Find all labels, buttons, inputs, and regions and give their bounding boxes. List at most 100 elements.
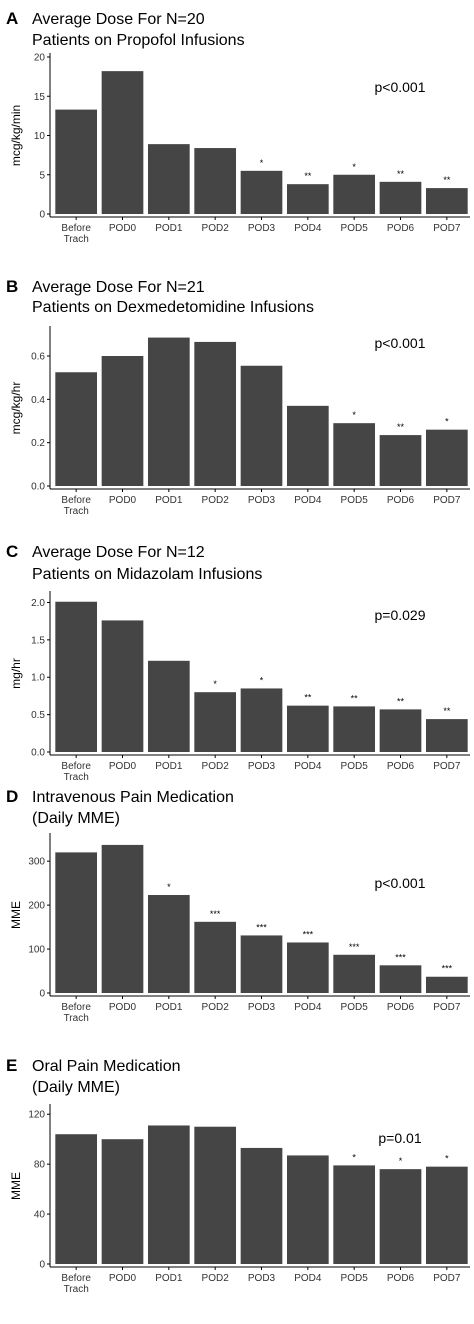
bar-pod2 xyxy=(194,921,237,993)
chart-panel-a: A Average Dose For N=20 Patients on Propof… xyxy=(6,9,470,245)
y-tick-label: 40 xyxy=(34,1210,46,1221)
x-tick-label: POD0 xyxy=(109,495,137,506)
bar-pod4 xyxy=(286,184,329,214)
x-tick-label: Before xyxy=(61,1273,91,1284)
bar-pod5 xyxy=(333,954,376,993)
bar-pod5 xyxy=(333,174,376,214)
bar-pod1 xyxy=(147,660,190,752)
y-tick-label: 200 xyxy=(28,901,45,912)
x-tick-label: POD6 xyxy=(387,1273,415,1284)
panel-letter: D xyxy=(6,787,18,806)
bar-pod0 xyxy=(101,1139,144,1264)
bar-pod6 xyxy=(379,435,422,486)
x-tick-label: POD1 xyxy=(155,1002,183,1013)
y-tick-label: 5 xyxy=(39,170,45,181)
x-tick-label: POD2 xyxy=(202,495,230,506)
chart-panel-b: B Average Dose For N=21 Patients on Dexmed… xyxy=(6,277,470,517)
x-tick-label: POD4 xyxy=(294,761,322,772)
x-tick-label: POD3 xyxy=(248,223,276,234)
y-tick-label: 1.0 xyxy=(31,673,45,684)
x-tick-label: POD3 xyxy=(248,495,276,506)
x-tick-label: POD0 xyxy=(109,1273,137,1284)
significance-marker: ** xyxy=(397,169,405,179)
y-tick-label: 0 xyxy=(39,989,45,1000)
bar-pod7 xyxy=(425,188,468,214)
y-tick-label: 15 xyxy=(34,92,46,103)
bar-pod3 xyxy=(240,365,283,486)
bar-pod7 xyxy=(425,1166,468,1264)
bar-pod2 xyxy=(194,1126,237,1264)
bar-pod5 xyxy=(333,1165,376,1264)
chart-panel-d: D Intravenous Pain Medication (Daily MME) 0… xyxy=(6,787,470,1024)
chart-title-line: Patients on Propofol Infusions xyxy=(32,32,245,49)
significance-marker: * xyxy=(445,1154,449,1164)
x-tick-label: Before xyxy=(61,1002,91,1013)
bar-pod4 xyxy=(286,942,329,993)
significance-marker: ** xyxy=(351,693,359,703)
x-tick-label: POD0 xyxy=(109,1002,137,1013)
bar-before-trach xyxy=(55,1134,98,1264)
significance-marker: *** xyxy=(349,942,360,952)
significance-marker: * xyxy=(167,882,171,892)
x-tick-label: POD2 xyxy=(202,223,230,234)
significance-marker: ** xyxy=(304,693,312,703)
bar-pod1 xyxy=(147,1125,190,1264)
significance-marker: * xyxy=(260,158,264,168)
bar-pod6 xyxy=(379,181,422,214)
x-tick-label: POD1 xyxy=(155,1273,183,1284)
x-tick-label: POD7 xyxy=(433,1002,461,1013)
bar-pod0 xyxy=(101,356,144,486)
chart-title-line: Average Dose For N=21 xyxy=(32,279,205,296)
bar-before-trach xyxy=(55,601,98,752)
x-tick-label: Trach xyxy=(64,1284,89,1295)
y-axis-label: MME xyxy=(9,1172,23,1200)
y-tick-label: 2.0 xyxy=(31,598,45,609)
y-tick-label: 0.5 xyxy=(31,710,45,721)
x-tick-label: POD3 xyxy=(248,1273,276,1284)
bar-pod1 xyxy=(147,337,190,486)
bar-pod0 xyxy=(101,71,144,214)
x-tick-label: POD7 xyxy=(433,1273,461,1284)
y-tick-label: 0.0 xyxy=(31,748,45,759)
x-tick-label: POD2 xyxy=(202,1002,230,1013)
panel-letter: B xyxy=(6,277,18,296)
p-value-label: p=0.01 xyxy=(378,1130,421,1146)
bar-pod2 xyxy=(194,148,237,214)
x-tick-label: POD3 xyxy=(248,761,276,772)
p-value-label: p=0.029 xyxy=(375,607,426,623)
significance-marker: *** xyxy=(442,964,453,974)
chart-title-line: (Daily MME) xyxy=(32,1079,120,1096)
bar-before-trach xyxy=(55,109,98,214)
x-tick-label: POD1 xyxy=(155,495,183,506)
significance-marker: ** xyxy=(304,171,312,181)
x-tick-label: Trach xyxy=(64,506,89,517)
panel-letter: E xyxy=(6,1056,17,1075)
x-tick-label: POD5 xyxy=(341,1002,369,1013)
panel-letter: A xyxy=(6,9,18,28)
x-tick-label: POD0 xyxy=(109,223,137,234)
x-tick-label: POD5 xyxy=(341,1273,369,1284)
significance-marker: ** xyxy=(443,706,451,716)
significance-marker: * xyxy=(352,1152,356,1162)
chart-title-line: (Daily MME) xyxy=(32,810,120,827)
y-axis-label: MME xyxy=(9,901,23,929)
x-tick-label: POD3 xyxy=(248,1002,276,1013)
significance-marker: *** xyxy=(303,929,314,939)
x-tick-label: Before xyxy=(61,495,91,506)
x-tick-label: POD6 xyxy=(387,495,415,506)
p-value-label: p<0.001 xyxy=(375,335,426,351)
significance-marker: ** xyxy=(397,422,405,432)
bar-pod1 xyxy=(147,144,190,214)
x-tick-label: POD7 xyxy=(433,495,461,506)
chart-title-line: Intravenous Pain Medication xyxy=(32,789,234,806)
y-tick-label: 20 xyxy=(34,53,46,64)
bar-pod4 xyxy=(286,405,329,486)
x-tick-label: POD0 xyxy=(109,761,137,772)
y-tick-label: 100 xyxy=(28,945,45,956)
x-tick-label: POD6 xyxy=(387,761,415,772)
x-tick-label: POD4 xyxy=(294,223,322,234)
significance-marker: * xyxy=(399,1156,403,1166)
y-tick-label: 0.0 xyxy=(31,482,45,493)
significance-marker: * xyxy=(260,675,264,685)
